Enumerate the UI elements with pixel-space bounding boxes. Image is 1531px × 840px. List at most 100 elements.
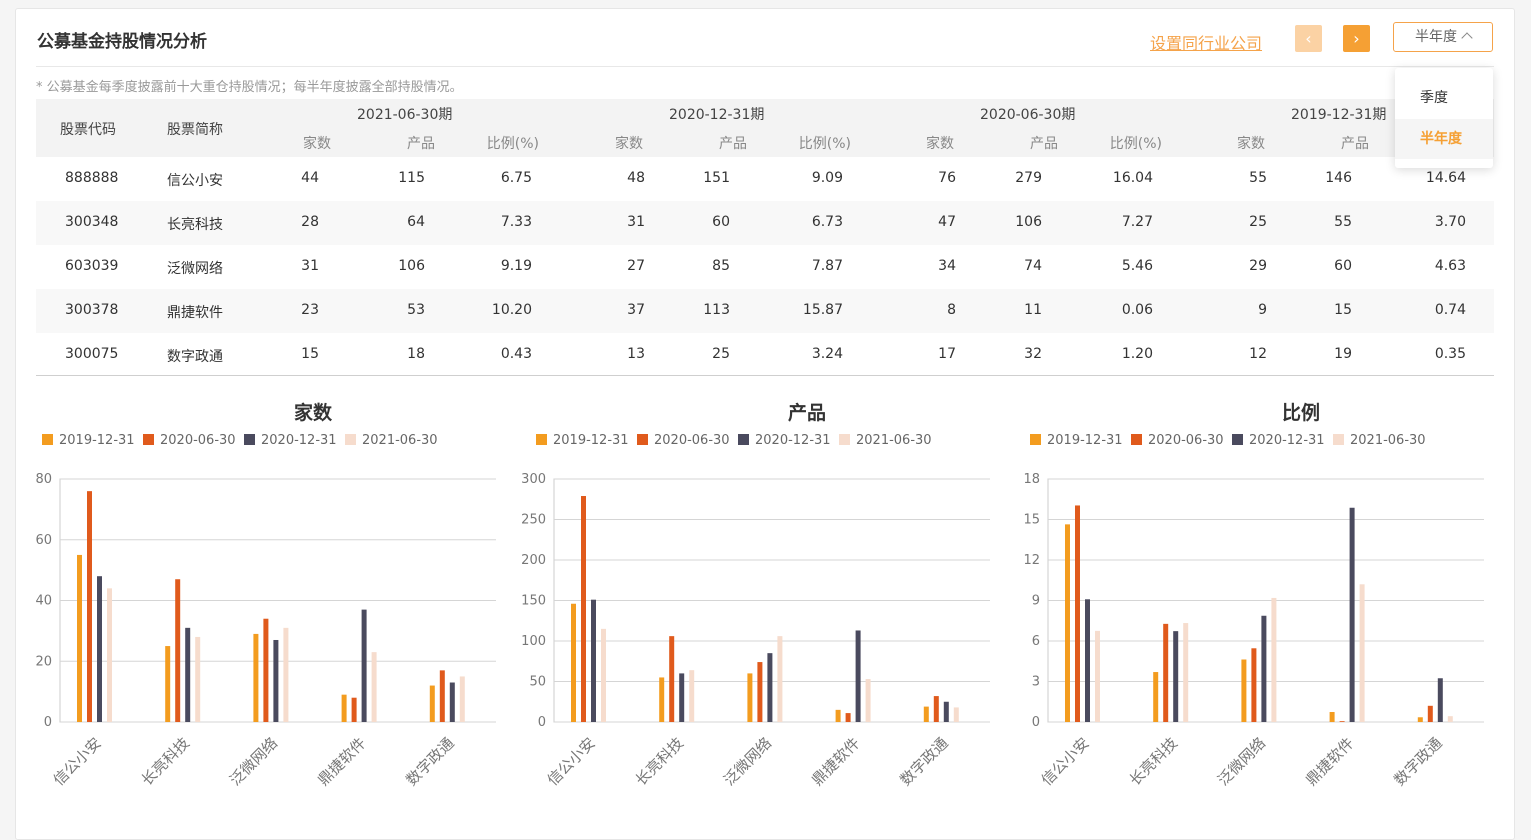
legend-item[interactable]: 2020-12-31	[244, 433, 337, 448]
x-tick-label: 长亮科技	[1126, 734, 1181, 789]
chart-plot: 0 20 40 60 80 信公小安 长亮科技 泛微网络 鼎捷软件 数字政通	[35, 472, 496, 789]
sub-col-header: 家数	[303, 136, 331, 152]
table-row: 300075 数字政通 15 18 0.43 13 25 3.24 17 32 1.20 12 19 0.…	[36, 333, 1494, 377]
legend-item[interactable]: 2019-12-31	[536, 433, 629, 448]
y-tick-label: 80	[35, 472, 52, 487]
y-tick-label: 300	[521, 472, 546, 487]
y-tick-label: 3	[1032, 675, 1040, 690]
legend-item[interactable]: 2020-12-31	[1232, 433, 1325, 448]
legend-item[interactable]: 2020-06-30	[1131, 433, 1224, 448]
stock-code: 888888	[65, 170, 119, 186]
bar	[835, 709, 841, 722]
table-cell: 3.70	[1434, 214, 1466, 230]
table-row: 888888 信公小安 44 115 6.75 48 151 9.09 76 279 16.04 55…	[36, 157, 1494, 201]
set-peer-companies-link[interactable]: 设置同行业公司	[1150, 34, 1263, 53]
table-cell: 55	[1249, 170, 1267, 186]
table-cell: 17	[938, 346, 956, 362]
bar	[1095, 630, 1100, 722]
legend-label: 2019-12-31	[553, 433, 629, 448]
period-dropdown: 季度 半年度	[1395, 68, 1493, 168]
legend-swatch	[738, 434, 749, 445]
table-row: 603039 泛微网络 31 106 9.19 27 85 7.87 34 74 5.46 29 60 4…	[36, 245, 1494, 289]
legend-item[interactable]: 2020-06-30	[143, 433, 236, 448]
table-cell: 85	[712, 258, 730, 274]
legend-item[interactable]: 2020-12-31	[738, 433, 831, 448]
table-cell: 16.04	[1112, 170, 1153, 186]
table-cell: 6.75	[500, 170, 532, 186]
bar	[1359, 584, 1365, 722]
y-tick-label: 12	[1023, 553, 1040, 568]
table-cell: 9.19	[500, 258, 532, 274]
chart-plot: 0 3 6 9 12 15 18 信公小安 长亮科技 泛微网络 鼎捷软件 数字政通	[1023, 472, 1484, 789]
chart-title: 产品	[787, 402, 827, 424]
table-cell: 53	[407, 302, 425, 318]
sub-col-header: 产品	[1341, 136, 1369, 152]
legend-item[interactable]: 2021-06-30	[839, 433, 932, 448]
bar	[429, 685, 435, 722]
table-cell: 37	[627, 302, 645, 318]
bar	[165, 646, 171, 722]
header-divider	[36, 66, 1494, 67]
stock-name: 长亮科技	[167, 217, 223, 233]
y-tick-label: 150	[521, 594, 546, 609]
legend-item[interactable]: 2019-12-31	[1030, 433, 1123, 448]
legend-swatch	[244, 434, 255, 445]
legend-label: 2019-12-31	[1047, 433, 1123, 448]
stock-name: 鼎捷软件	[167, 305, 223, 321]
period-select[interactable]: 半年度	[1393, 22, 1493, 52]
prev-page-button[interactable]: ‹	[1295, 25, 1322, 52]
table-cell: 28	[301, 214, 319, 230]
table-cell: 55	[1334, 214, 1352, 230]
dropdown-option-quarter[interactable]: 季度	[1420, 90, 1448, 106]
y-tick-label: 40	[35, 594, 52, 609]
y-tick-label: 200	[521, 553, 546, 568]
period-select-value: 半年度	[1415, 29, 1457, 45]
bar	[1173, 631, 1179, 722]
period-header: 2020-12-31期	[669, 107, 765, 123]
legend-label: 2021-06-30	[856, 433, 932, 448]
bar	[767, 653, 773, 722]
bar	[601, 628, 606, 722]
y-tick-label: 0	[538, 715, 546, 730]
y-tick-label: 60	[35, 533, 52, 548]
y-tick-label: 250	[521, 513, 546, 528]
bar	[1261, 615, 1267, 722]
bar	[1075, 505, 1080, 722]
table-cell: 12	[1249, 346, 1267, 362]
table-cell: 31	[627, 214, 645, 230]
legend-item[interactable]: 2020-06-30	[637, 433, 730, 448]
x-tick-label: 鼎捷软件	[808, 734, 863, 789]
legend-swatch	[1333, 434, 1344, 445]
y-tick-label: 6	[1032, 634, 1040, 649]
bar	[1163, 623, 1169, 722]
table-cell: 4.63	[1434, 258, 1466, 274]
legend-swatch	[1232, 434, 1243, 445]
legend-item[interactable]: 2021-06-30	[345, 433, 438, 448]
legend-item[interactable]: 2019-12-31	[42, 433, 135, 448]
bar	[273, 639, 279, 722]
sub-col-header: 产品	[719, 136, 747, 152]
bar	[97, 576, 102, 722]
x-tick-label: 长亮科技	[138, 734, 193, 789]
legend-item[interactable]: 2021-06-30	[1333, 433, 1426, 448]
bar	[283, 627, 289, 722]
table-cell: 23	[301, 302, 319, 318]
next-page-button[interactable]: ›	[1343, 25, 1370, 52]
sub-col-header: 家数	[1237, 136, 1265, 152]
table-cell: 106	[1015, 214, 1042, 230]
table-cell: 27	[627, 258, 645, 274]
x-tick-label: 信公小安	[544, 734, 599, 789]
stock-code: 603039	[65, 258, 119, 274]
table-cell: 25	[1249, 214, 1267, 230]
table-cell: 146	[1325, 170, 1352, 186]
table-bottom-border	[36, 375, 1494, 376]
bar	[1065, 524, 1070, 722]
bar	[107, 588, 112, 722]
table-cell: 0.74	[1434, 302, 1466, 318]
bar	[77, 554, 82, 722]
table-cell: 19	[1334, 346, 1352, 362]
legend-label: 2021-06-30	[362, 433, 438, 448]
dropdown-option-halfyear[interactable]: 半年度	[1395, 119, 1493, 159]
disclosure-note: * 公募基金每季度披露前十大重仓持股情况；每半年度披露全部持股情况。	[36, 80, 463, 95]
legend-label: 2020-12-31	[261, 433, 337, 448]
